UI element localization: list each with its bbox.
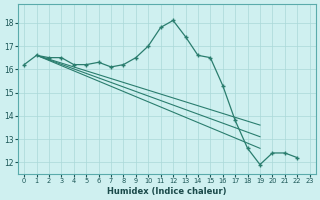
X-axis label: Humidex (Indice chaleur): Humidex (Indice chaleur) <box>107 187 227 196</box>
